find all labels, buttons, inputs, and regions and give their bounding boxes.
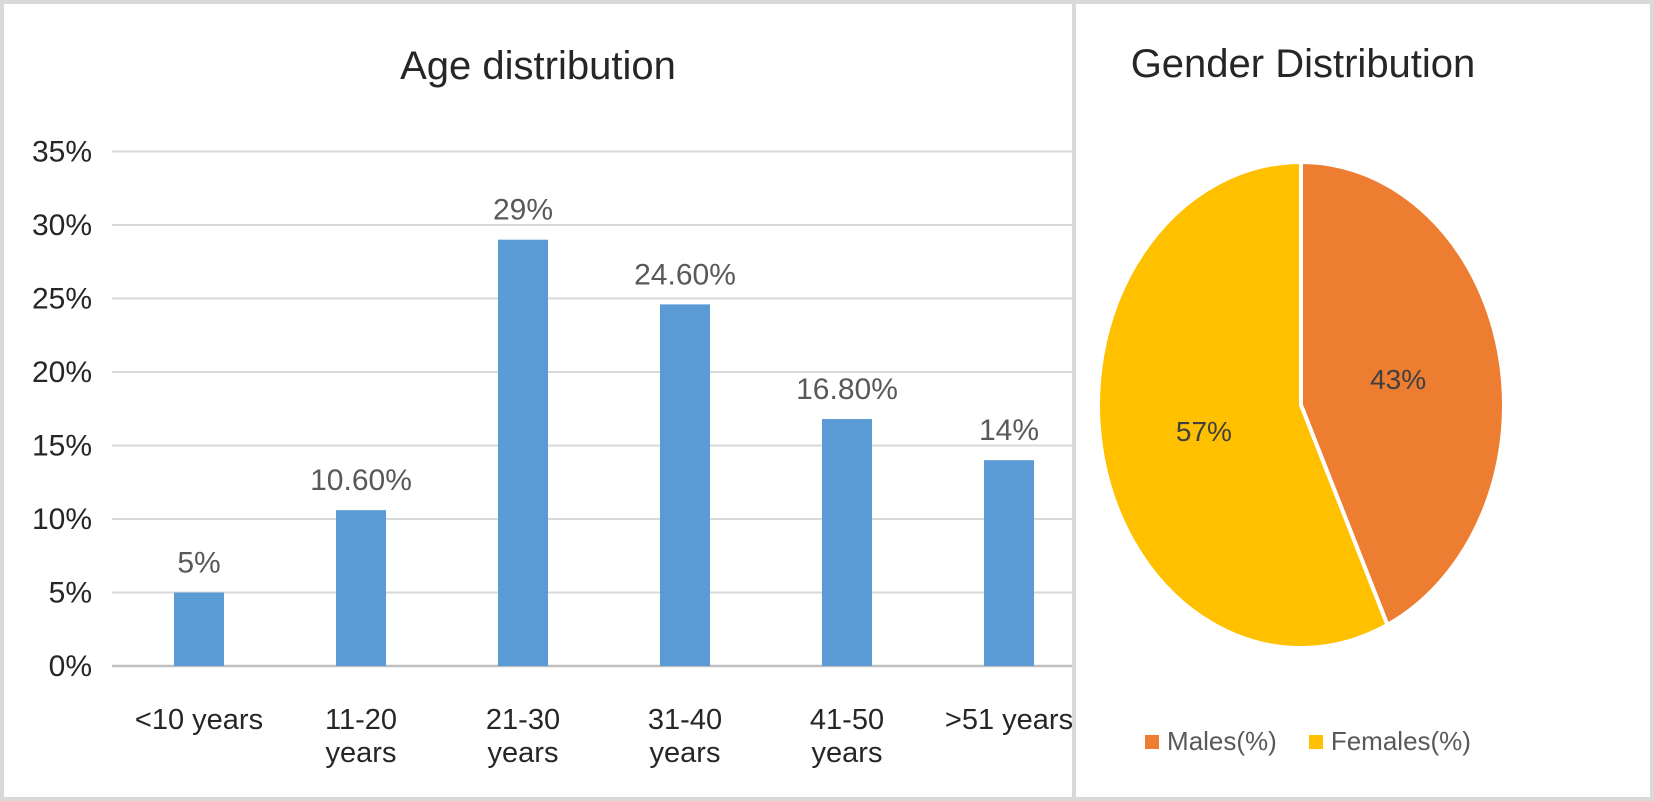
bar->51 years: [984, 460, 1034, 666]
pie-slice-label: 43%: [1370, 364, 1426, 395]
bar-chart-title: Age distribution: [400, 44, 676, 88]
legend-item-males: Males(%): [1145, 726, 1277, 757]
pie-legend: Males(%) Females(%): [1076, 726, 1540, 757]
age-bar-chart: 0% 5% 10% 15% 20% 25% 30% 35% 5% <10 years 10.60% 1…: [32, 136, 1072, 769]
bar-value-label: 16.80%: [796, 373, 898, 406]
legend-label-females: Females(%): [1330, 726, 1471, 756]
legend-label-males: Males(%): [1167, 726, 1277, 756]
x-tick-label: 31-40: [648, 704, 722, 736]
x-tick-label: years: [488, 737, 559, 769]
pie-slice-Females(%): [1096, 160, 1390, 650]
bar-value-label: 24.60%: [634, 258, 736, 291]
y-tick-label: 25%: [32, 283, 92, 316]
gender-distribution-panel: Gender Distribution 43% 57% Males(%) Fema…: [1076, 4, 1650, 797]
pie-chart-title: Gender Distribution: [1130, 42, 1476, 86]
x-tick-label: 11-20: [325, 704, 397, 736]
x-tick-label: 21-30: [486, 704, 560, 736]
y-tick-label: 0%: [49, 650, 92, 683]
bar-value-label: 5%: [177, 547, 220, 580]
x-tick-label: years: [650, 737, 721, 769]
age-distribution-panel: Age distribution 0% 5% 10% 15% 20% 25% 30% 35% 5…: [4, 4, 1072, 797]
x-tick-label: >51 years: [945, 704, 1072, 736]
females-swatch: [1308, 734, 1323, 749]
bar-41-50 years: [822, 419, 872, 666]
gender-pie-chart: 43% 57%: [1096, 160, 1506, 650]
x-tick-label: <10 years: [135, 704, 263, 736]
bar-<10 years: [174, 592, 224, 666]
y-tick-label: 15%: [32, 430, 92, 463]
x-tick-label: 41-50: [810, 704, 884, 736]
pie-slice-label: 57%: [1176, 416, 1232, 447]
bar-11-20 years: [336, 510, 386, 666]
males-swatch: [1145, 734, 1160, 749]
bar-value-label: 29%: [493, 194, 553, 227]
bar-value-label: 14%: [979, 414, 1039, 447]
y-tick-label: 30%: [32, 209, 92, 242]
y-tick-label: 10%: [32, 503, 92, 536]
y-tick-label: 35%: [32, 136, 92, 169]
x-tick-label: years: [326, 737, 397, 769]
pie-slice-Males(%): [1299, 160, 1506, 627]
bar-21-30 years: [498, 239, 548, 666]
legend-item-females: Females(%): [1308, 726, 1471, 757]
bar-value-label: 10.60%: [310, 464, 412, 497]
x-tick-label: years: [812, 737, 883, 769]
bar-31-40 years: [660, 304, 710, 666]
y-tick-label: 5%: [49, 577, 92, 610]
y-tick-label: 20%: [32, 356, 92, 389]
